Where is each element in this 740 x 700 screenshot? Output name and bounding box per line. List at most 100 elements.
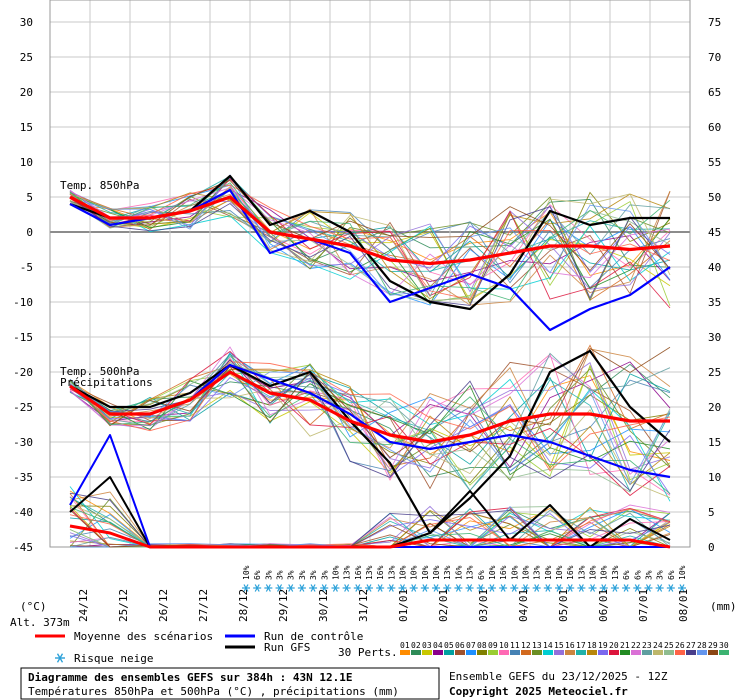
snowflake-icon xyxy=(499,584,508,592)
snowflake-icon xyxy=(286,584,295,592)
left-tick-label: 10 xyxy=(20,156,33,169)
snow-risk-value: 13% xyxy=(466,565,475,580)
pert-swatch xyxy=(466,650,476,655)
snow-risk-value: 10% xyxy=(521,565,530,580)
right-tick-label: 70 xyxy=(708,51,721,64)
snowflake-stroke xyxy=(243,584,249,592)
left-tick-label: -30 xyxy=(13,436,33,449)
left-tick-label: -20 xyxy=(13,366,33,379)
pert-legend: 01 02 03 04 05 06 07 08 09 10 11 12 13 14 15 16 17 18 19 20… xyxy=(400,641,729,655)
legend-mean-label: Moyenne des scénarios xyxy=(74,630,213,643)
snow-risk-value: 10% xyxy=(600,565,609,580)
right-tick-label: 15 xyxy=(708,436,721,449)
t500-gfs-line xyxy=(69,349,671,535)
chart-title: Diagramme des ensembles GEFS sur 384h : … xyxy=(28,671,353,684)
snowflake-stroke xyxy=(321,584,327,592)
snowflake-stroke xyxy=(489,584,495,592)
snow-risk-value: 6% xyxy=(253,570,262,580)
snowflake-icon xyxy=(577,584,586,592)
snowflake-icon xyxy=(610,584,619,592)
right-tick-label: 25 xyxy=(708,366,721,379)
pert-swatch xyxy=(664,650,674,655)
snowflake-icon xyxy=(432,584,441,592)
left-tick-label: 25 xyxy=(20,51,33,64)
footer-box xyxy=(20,667,440,700)
t850-pert-line xyxy=(69,182,671,301)
pert-number: 05 xyxy=(444,641,454,650)
snowflake-stroke xyxy=(590,584,596,592)
pert-swatch xyxy=(697,650,707,655)
right-tick-label: 55 xyxy=(708,156,721,169)
t500-pert-line xyxy=(69,364,671,486)
left-tick-label: 30 xyxy=(20,16,33,29)
snow-risk-value: 16% xyxy=(354,565,363,580)
date-label: 30/12 xyxy=(317,589,330,622)
pert-number: 17 xyxy=(576,641,586,650)
left-tick-label: 15 xyxy=(20,121,33,134)
t850-pert-line xyxy=(69,174,671,296)
pert-number: 28 xyxy=(697,641,707,650)
right-tick-label: 60 xyxy=(708,121,721,134)
snowflake-stroke xyxy=(657,584,663,592)
date-label: 28/12 xyxy=(237,589,250,622)
snowflake-stroke xyxy=(355,584,361,592)
snowflake-stroke xyxy=(578,584,584,592)
pert-number: 09 xyxy=(488,641,498,650)
snowflake-stroke xyxy=(679,584,685,592)
date-label: 29/12 xyxy=(277,589,290,622)
pert-number: 01 xyxy=(400,641,410,650)
snowflake-stroke xyxy=(623,584,629,592)
snowflake-stroke xyxy=(366,584,372,592)
snow-risk-value: 10% xyxy=(488,565,497,580)
left-axis-unit: (°C) xyxy=(20,600,47,613)
copyright: Copyright 2025 Meteociel.fr xyxy=(449,685,628,698)
snowflake-icon xyxy=(510,584,519,592)
snowflake-icon xyxy=(465,584,474,592)
t500-pert-line xyxy=(69,352,671,492)
snow-risk-label: Risque neige xyxy=(74,652,153,665)
left-tick-label: -15 xyxy=(13,331,33,344)
snow-risk-value: 10% xyxy=(589,565,598,580)
right-tick-label: 50 xyxy=(708,191,721,204)
snow-risk-value: 13% xyxy=(365,565,374,580)
pert-swatch xyxy=(686,650,696,655)
snowflake-stroke xyxy=(310,584,316,592)
snowflake-icon xyxy=(543,584,552,592)
date-label: 06/01 xyxy=(597,589,610,622)
snowflake-icon xyxy=(342,584,351,592)
right-tick-label: 45 xyxy=(708,226,721,239)
date-label: 05/01 xyxy=(557,589,570,622)
date-label: 07/01 xyxy=(637,589,650,622)
snowflake-stroke xyxy=(433,584,439,592)
pert-number: 21 xyxy=(620,641,630,650)
snowflake-stroke xyxy=(444,584,450,592)
snowflake-icon xyxy=(633,584,642,592)
pert-swatch xyxy=(510,650,520,655)
pert-number: 27 xyxy=(686,641,696,650)
snowflake-icon xyxy=(555,584,564,592)
snowflake-stroke xyxy=(411,584,417,592)
snowflake-icon xyxy=(387,584,396,592)
pert-number: 23 xyxy=(642,641,652,650)
pert-number: 16 xyxy=(565,641,575,650)
snowflake-stroke xyxy=(277,584,283,592)
date-label: 25/12 xyxy=(117,589,130,622)
snow-risk-value: 6% xyxy=(633,570,642,580)
legend-perts-label: 30 Perts. xyxy=(338,646,398,659)
snowflake-stroke xyxy=(567,584,573,592)
date-label: 26/12 xyxy=(157,589,170,622)
snow-risk-value: 13% xyxy=(533,565,542,580)
right-tick-label: 30 xyxy=(708,331,721,344)
t500-pert-line xyxy=(69,350,671,497)
pert-swatch xyxy=(521,650,531,655)
snowflake-icon xyxy=(364,584,373,592)
t500-pert-line xyxy=(69,361,671,472)
pert-swatch xyxy=(598,650,608,655)
pert-swatch xyxy=(444,650,454,655)
pert-number: 07 xyxy=(466,641,476,650)
legend-gfs-label: Run GFS xyxy=(264,641,310,654)
snowflake-stroke xyxy=(265,584,271,592)
snowflake-stroke xyxy=(556,584,562,592)
